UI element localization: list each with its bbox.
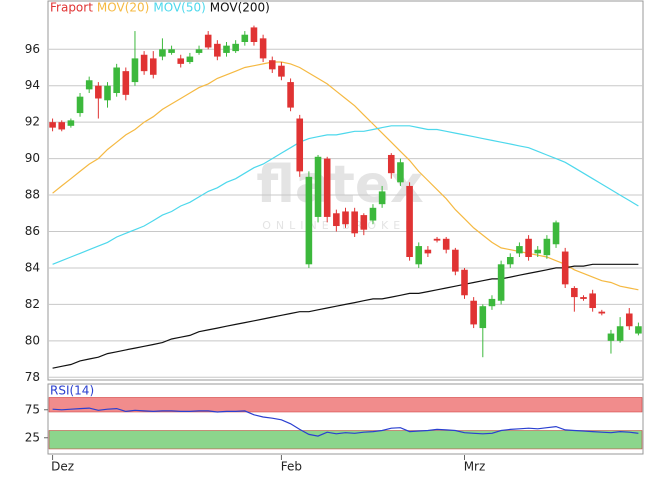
candle-body xyxy=(470,300,477,325)
y-tick-label: 80 xyxy=(25,333,40,347)
candle-body xyxy=(104,85,111,101)
candle-body xyxy=(333,213,340,227)
candle-body xyxy=(140,54,148,72)
watermark-logo: flatex xyxy=(256,155,423,215)
candle-body xyxy=(543,238,551,256)
x-tick-label: Mrz xyxy=(464,460,486,474)
y-tick-label: 25 xyxy=(25,430,40,444)
candle-body xyxy=(406,185,413,258)
candle-body xyxy=(177,58,185,64)
candle-body xyxy=(580,297,587,299)
candle-body xyxy=(149,58,157,75)
candle-body xyxy=(67,120,75,126)
overbought-band xyxy=(48,397,643,413)
candle-body xyxy=(589,293,596,309)
candle-body xyxy=(232,43,239,52)
y-tick-label: 86 xyxy=(25,224,40,238)
candle-body xyxy=(49,122,56,128)
candle-body xyxy=(168,49,175,53)
candle-body xyxy=(360,215,368,230)
candle-body xyxy=(607,333,615,341)
y-tick-label: 96 xyxy=(25,42,40,56)
candle-body xyxy=(552,222,560,245)
candle-body xyxy=(259,38,267,59)
moving-average-line xyxy=(52,263,639,369)
candle-body xyxy=(268,60,276,70)
candle-body xyxy=(525,238,532,258)
candle-body xyxy=(387,154,395,174)
legend-label: MOV(20) xyxy=(97,1,149,15)
legend-label: Fraport xyxy=(50,1,93,15)
candle-body xyxy=(516,246,523,254)
candle-body xyxy=(76,96,84,114)
candle-body xyxy=(159,49,166,57)
candle-body xyxy=(461,269,468,296)
candle-body xyxy=(369,207,377,221)
candle-body xyxy=(351,211,358,234)
candle-body xyxy=(296,118,304,172)
y-tick-label: 92 xyxy=(25,115,40,129)
y-tick-label: 78 xyxy=(25,370,40,384)
candle-body xyxy=(241,34,249,42)
legend-label: MOV(200) xyxy=(210,1,270,15)
candle-body xyxy=(113,67,120,94)
candle-body xyxy=(534,249,542,254)
moving-average-line xyxy=(52,125,639,265)
candle-body xyxy=(497,264,505,301)
candle-body xyxy=(433,238,441,241)
y-tick-label: 82 xyxy=(25,297,40,311)
y-tick-label: 75 xyxy=(25,402,40,416)
candle-body xyxy=(214,43,221,57)
moving-average-line xyxy=(52,61,639,291)
candle-body xyxy=(452,249,459,272)
candle-body xyxy=(442,238,450,250)
candle-body xyxy=(598,311,606,314)
candle-body xyxy=(314,156,322,217)
x-tick-label: Feb xyxy=(281,460,302,474)
candle-body xyxy=(323,158,331,217)
y-tick-label: 94 xyxy=(25,78,40,92)
watermark-tagline: ONLINE BROKER xyxy=(262,219,418,232)
candle-body xyxy=(561,251,569,285)
candle-body xyxy=(397,162,404,183)
y-tick-label: 84 xyxy=(25,260,40,274)
candle-body xyxy=(95,85,102,99)
candle-body xyxy=(278,65,285,77)
candle-body xyxy=(571,287,578,298)
candle-body xyxy=(479,306,487,329)
legend-label: MOV(50) xyxy=(153,1,205,15)
candle-body xyxy=(506,257,514,265)
candle-body xyxy=(635,326,642,334)
candle-body xyxy=(223,45,230,53)
candle-body xyxy=(122,71,130,95)
candle-body xyxy=(625,313,633,327)
candle-body xyxy=(131,58,139,83)
candle-body xyxy=(415,246,423,265)
candle-body xyxy=(186,56,194,63)
x-tick-label: Dez xyxy=(51,460,74,474)
candle-body xyxy=(342,211,349,225)
candle-body xyxy=(204,34,212,48)
rsi-line xyxy=(52,407,639,437)
candle-body xyxy=(58,122,66,130)
candle-body xyxy=(305,176,313,265)
candle-body xyxy=(378,191,386,205)
candle-body xyxy=(424,249,432,254)
candle-body xyxy=(488,298,496,307)
candle-body xyxy=(287,82,294,108)
candle-body xyxy=(616,326,624,341)
oversold-band xyxy=(48,430,643,450)
candle-body xyxy=(195,49,203,53)
candle-body xyxy=(250,27,258,42)
y-tick-label: 88 xyxy=(25,188,40,202)
candle-body xyxy=(85,80,93,90)
y-tick-label: 90 xyxy=(25,151,40,165)
rsi-label: RSI(14) xyxy=(50,384,94,398)
